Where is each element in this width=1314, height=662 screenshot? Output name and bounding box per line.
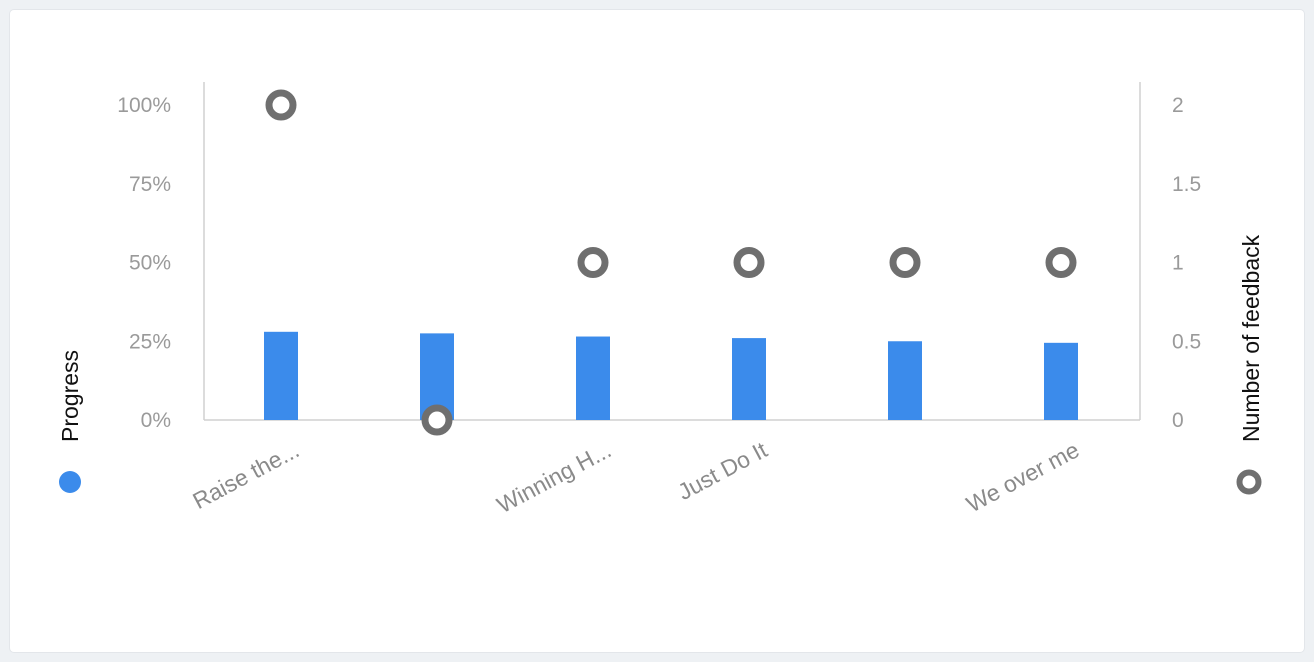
category-label: Raise the...: [188, 436, 303, 514]
right-axis-title: Number of feedback: [1238, 234, 1264, 442]
chart-axes: [203, 82, 1141, 421]
progress-legend-marker: [59, 471, 81, 493]
feedback-markers: [265, 89, 1077, 436]
right-tick-label: 1: [1172, 252, 1184, 275]
feedback-point: [421, 404, 453, 436]
chart-card: [10, 10, 1304, 652]
category-labels: Raise the... Winning H... Just Do It We ove…: [188, 436, 1083, 518]
feedback-point: [577, 247, 609, 278]
left-tick-label: 50%: [129, 252, 171, 275]
category-label: We over me: [962, 436, 1083, 517]
progress-bar: [576, 336, 610, 420]
progress-bars: [264, 331, 1078, 420]
right-axis-ticks: 0 0.5 1 1.5 2: [1172, 94, 1201, 432]
left-axis-ticks: 0% 25% 50% 75% 100%: [117, 94, 171, 432]
feedback-point: [1045, 247, 1077, 278]
left-tick-label: 100%: [117, 94, 171, 117]
progress-bar: [264, 331, 298, 420]
left-axis-title: Progress: [57, 350, 83, 442]
progress-bar: [732, 338, 766, 420]
left-tick-label: 75%: [129, 173, 171, 196]
right-tick-label: 0.5: [1172, 330, 1201, 353]
feedback-point: [733, 247, 765, 278]
right-tick-label: 1.5: [1172, 173, 1201, 196]
feedback-legend-marker: [1236, 469, 1262, 495]
feedback-point: [265, 89, 297, 121]
left-tick-label: 0%: [141, 409, 171, 432]
right-tick-label: 2: [1172, 94, 1184, 117]
right-tick-label: 0: [1172, 409, 1184, 432]
progress-bar: [1044, 342, 1078, 420]
left-tick-label: 25%: [129, 330, 171, 353]
progress-bar: [888, 341, 922, 420]
category-label: Winning H...: [493, 436, 616, 518]
feedback-point: [889, 247, 921, 278]
category-label: Just Do It: [673, 436, 772, 505]
